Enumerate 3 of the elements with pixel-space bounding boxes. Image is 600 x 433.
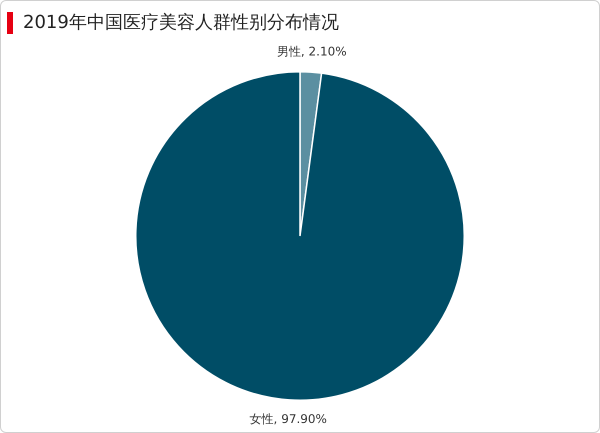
slice-label: 女性, 97.90% xyxy=(250,412,327,426)
slice-label: 男性, 2.10% xyxy=(276,44,347,58)
chart-title: 2019年中国医疗美容人群性别分布情况 xyxy=(23,11,339,34)
